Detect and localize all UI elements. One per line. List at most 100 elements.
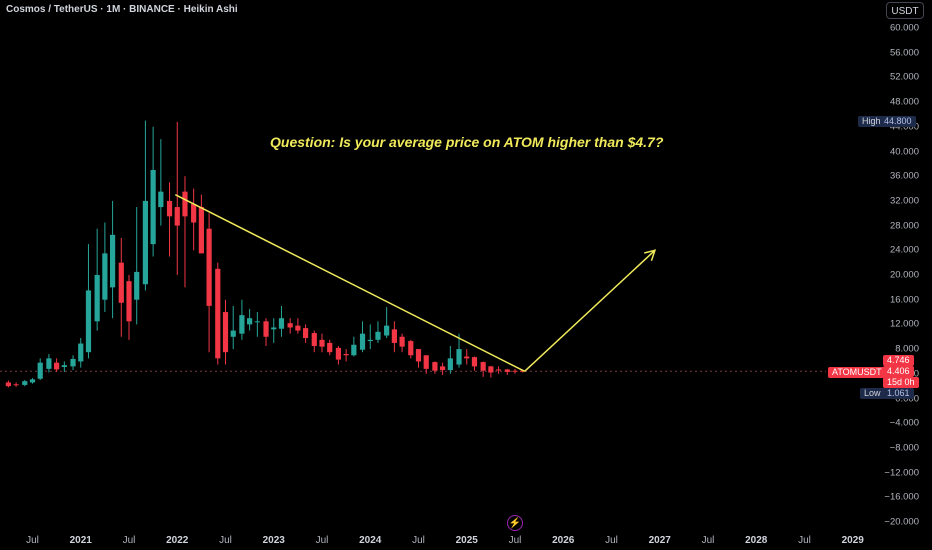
- candle: [351, 336, 357, 357]
- candle: [384, 307, 390, 338]
- candle-body: [471, 357, 478, 367]
- question-annotation[interactable]: Question: Is your average price on ATOM …: [270, 134, 664, 150]
- candle-body: [191, 203, 197, 223]
- candle: [391, 321, 397, 353]
- candle: [182, 176, 188, 288]
- candle: [198, 194, 204, 254]
- candle: [126, 275, 132, 340]
- price-tick-label: −8.000: [889, 442, 919, 454]
- countdown-tag: 15d 0h: [883, 377, 919, 388]
- candle: [254, 312, 260, 337]
- price-tick-label: 32.000: [889, 195, 919, 207]
- time-tick-label: Jul: [315, 535, 329, 546]
- candle: [78, 337, 84, 368]
- time-tick-label: Jul: [26, 535, 39, 546]
- candles-layer: [5, 120, 526, 388]
- candle-body: [230, 330, 236, 337]
- candle: [22, 379, 28, 387]
- candle: [399, 333, 405, 353]
- candle-body: [302, 328, 309, 338]
- candle-body: [384, 325, 390, 336]
- candle: [70, 355, 76, 371]
- last-price-tag: 4.406: [883, 366, 914, 377]
- candle-body: [85, 290, 92, 353]
- candle-body: [22, 381, 28, 385]
- candle: [191, 188, 197, 251]
- candle-body: [440, 366, 446, 371]
- symbol-title[interactable]: Cosmos / TetherUS · 1M · BINANCE · Heiki…: [6, 4, 238, 15]
- candle: [359, 321, 366, 353]
- candle: [174, 121, 180, 275]
- candle: [415, 349, 422, 368]
- candle-body: [311, 333, 317, 347]
- candle-body: [367, 339, 373, 342]
- candle-body: [488, 366, 494, 373]
- candle: [480, 361, 486, 377]
- price-tick-label: −20.000: [884, 516, 919, 528]
- time-tick-label: 2023: [262, 535, 285, 546]
- candle: [471, 356, 478, 371]
- candle: [447, 346, 453, 374]
- candle-body: [150, 170, 156, 245]
- candle-body: [166, 200, 173, 217]
- time-tick-label: Jul: [122, 535, 136, 546]
- candle: [222, 299, 229, 365]
- time-tick-label: Jul: [412, 535, 425, 546]
- candle: [343, 349, 349, 362]
- candle-body: [520, 370, 526, 372]
- candle-body: [495, 369, 502, 371]
- candle-body: [29, 379, 36, 383]
- candle-body: [335, 347, 342, 360]
- candle: [295, 318, 301, 334]
- candle-body: [504, 369, 510, 372]
- candle-body: [432, 362, 438, 371]
- candle: [109, 200, 116, 319]
- candle-body: [70, 358, 76, 367]
- candle-body: [222, 312, 229, 353]
- candle-body: [254, 321, 260, 323]
- candle: [319, 333, 325, 353]
- candle-body: [109, 234, 116, 288]
- price-tick-label: 12.000: [889, 318, 919, 330]
- candle: [37, 358, 43, 380]
- candle: [495, 366, 502, 374]
- price-tick-label: −4.000: [889, 417, 919, 429]
- candle-body: [399, 336, 405, 347]
- candle: [247, 308, 253, 331]
- arrow-line[interactable]: [524, 249, 656, 372]
- candle-body: [423, 355, 429, 369]
- candle-body: [263, 321, 269, 337]
- candle: [29, 378, 36, 384]
- candle-body: [359, 333, 366, 350]
- candle: [367, 324, 373, 350]
- trend-line[interactable]: [174, 194, 525, 372]
- candle: [46, 354, 52, 373]
- currency-button[interactable]: USDT: [886, 2, 924, 19]
- time-tick-label: 2024: [359, 535, 382, 546]
- candle-body: [351, 344, 357, 356]
- time-tick-label: 2027: [648, 535, 671, 546]
- candle: [263, 318, 269, 347]
- candle: [271, 318, 277, 343]
- candle: [158, 139, 164, 226]
- candle-body: [375, 331, 381, 340]
- candle: [335, 346, 342, 365]
- candle-body: [408, 341, 414, 356]
- candle-body: [174, 207, 180, 226]
- candle-body: [54, 362, 60, 370]
- candle-body: [287, 323, 293, 328]
- time-tick-label: Jul: [798, 535, 811, 546]
- lightning-icon[interactable]: ⚡: [507, 515, 523, 531]
- time-tick-label: 2022: [166, 535, 189, 546]
- drawings-layer[interactable]: [174, 194, 657, 372]
- time-tick-label: 2026: [552, 535, 575, 546]
- candle-body: [464, 356, 470, 359]
- time-tick-label: 2028: [745, 535, 768, 546]
- time-tick-label: 2029: [841, 535, 864, 546]
- candle: [408, 339, 414, 359]
- candle-body: [158, 191, 164, 208]
- candle: [456, 333, 462, 368]
- candle: [230, 305, 236, 350]
